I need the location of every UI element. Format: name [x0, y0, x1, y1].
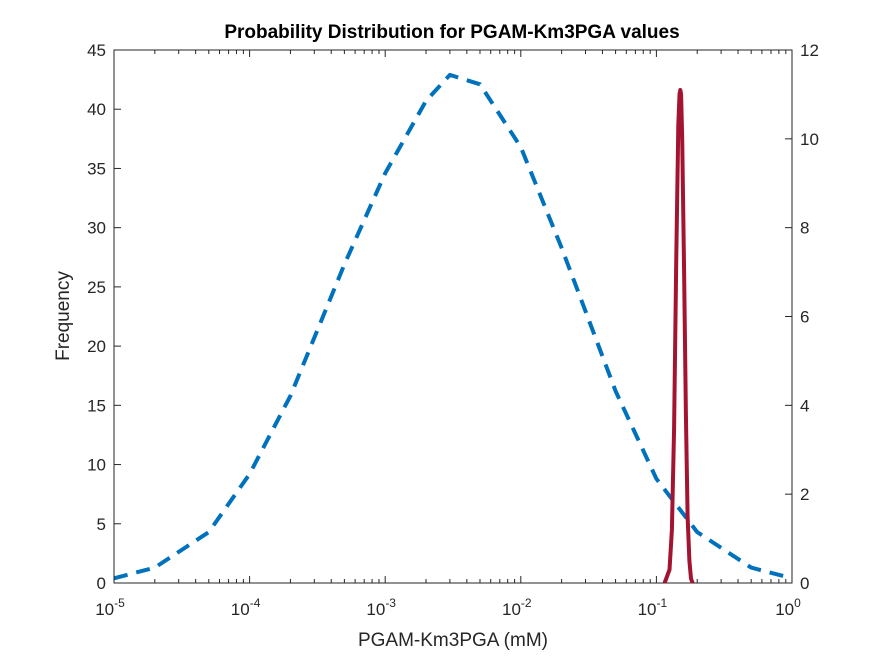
chart-title: Probability Distribution for PGAM-Km3PGA… — [224, 22, 679, 43]
y-left-tick-label: 10 — [87, 456, 106, 475]
x-tick-label: 10-5 — [95, 596, 125, 619]
x-tick-label: 10-4 — [231, 596, 261, 619]
series-layer — [113, 72, 793, 584]
y-right-tick-label: 8 — [800, 219, 809, 238]
x-axis-label: PGAM-Km3PGA (mM) — [358, 630, 548, 651]
y-left-tick-label: 25 — [87, 278, 106, 297]
plot-box — [113, 49, 793, 584]
y-left-tick-label: 30 — [87, 219, 106, 238]
x-tick-label: 10-3 — [366, 596, 396, 619]
y-left-tick-label: 15 — [87, 396, 106, 415]
y-right-tick-label: 4 — [800, 396, 809, 415]
y-right-tick-label: 10 — [800, 130, 819, 149]
y-left-tick-label: 45 — [87, 41, 106, 60]
plot-area — [113, 49, 793, 584]
x-tick-label: 10-1 — [638, 596, 668, 619]
y-axis-label: Frequency — [53, 271, 74, 361]
x-axis: 10-5 10-4 10-3 10-2 10-1 100 — [95, 50, 801, 619]
y-right-tick-label: 2 — [800, 485, 809, 504]
series-line-dashed — [113, 72, 793, 581]
y-right-tick-label: 12 — [800, 41, 819, 60]
y-axis-left: 0 5 10 15 20 25 30 35 40 45 — [87, 41, 121, 593]
x-tick-label: 100 — [775, 596, 801, 619]
y-left-tick-label: 0 — [97, 574, 106, 593]
y-left-tick-label: 35 — [87, 159, 106, 178]
y-right-tick-label: 0 — [800, 574, 809, 593]
y-left-tick-label: 5 — [97, 515, 106, 534]
series-line-solid — [662, 88, 695, 584]
y-axis-right: 0 2 4 6 8 10 12 — [785, 41, 819, 593]
x-tick-label: 10-2 — [502, 596, 532, 619]
y-left-tick-label: 40 — [87, 100, 106, 119]
y-left-tick-label: 20 — [87, 337, 106, 356]
y-right-tick-label: 6 — [800, 308, 809, 327]
